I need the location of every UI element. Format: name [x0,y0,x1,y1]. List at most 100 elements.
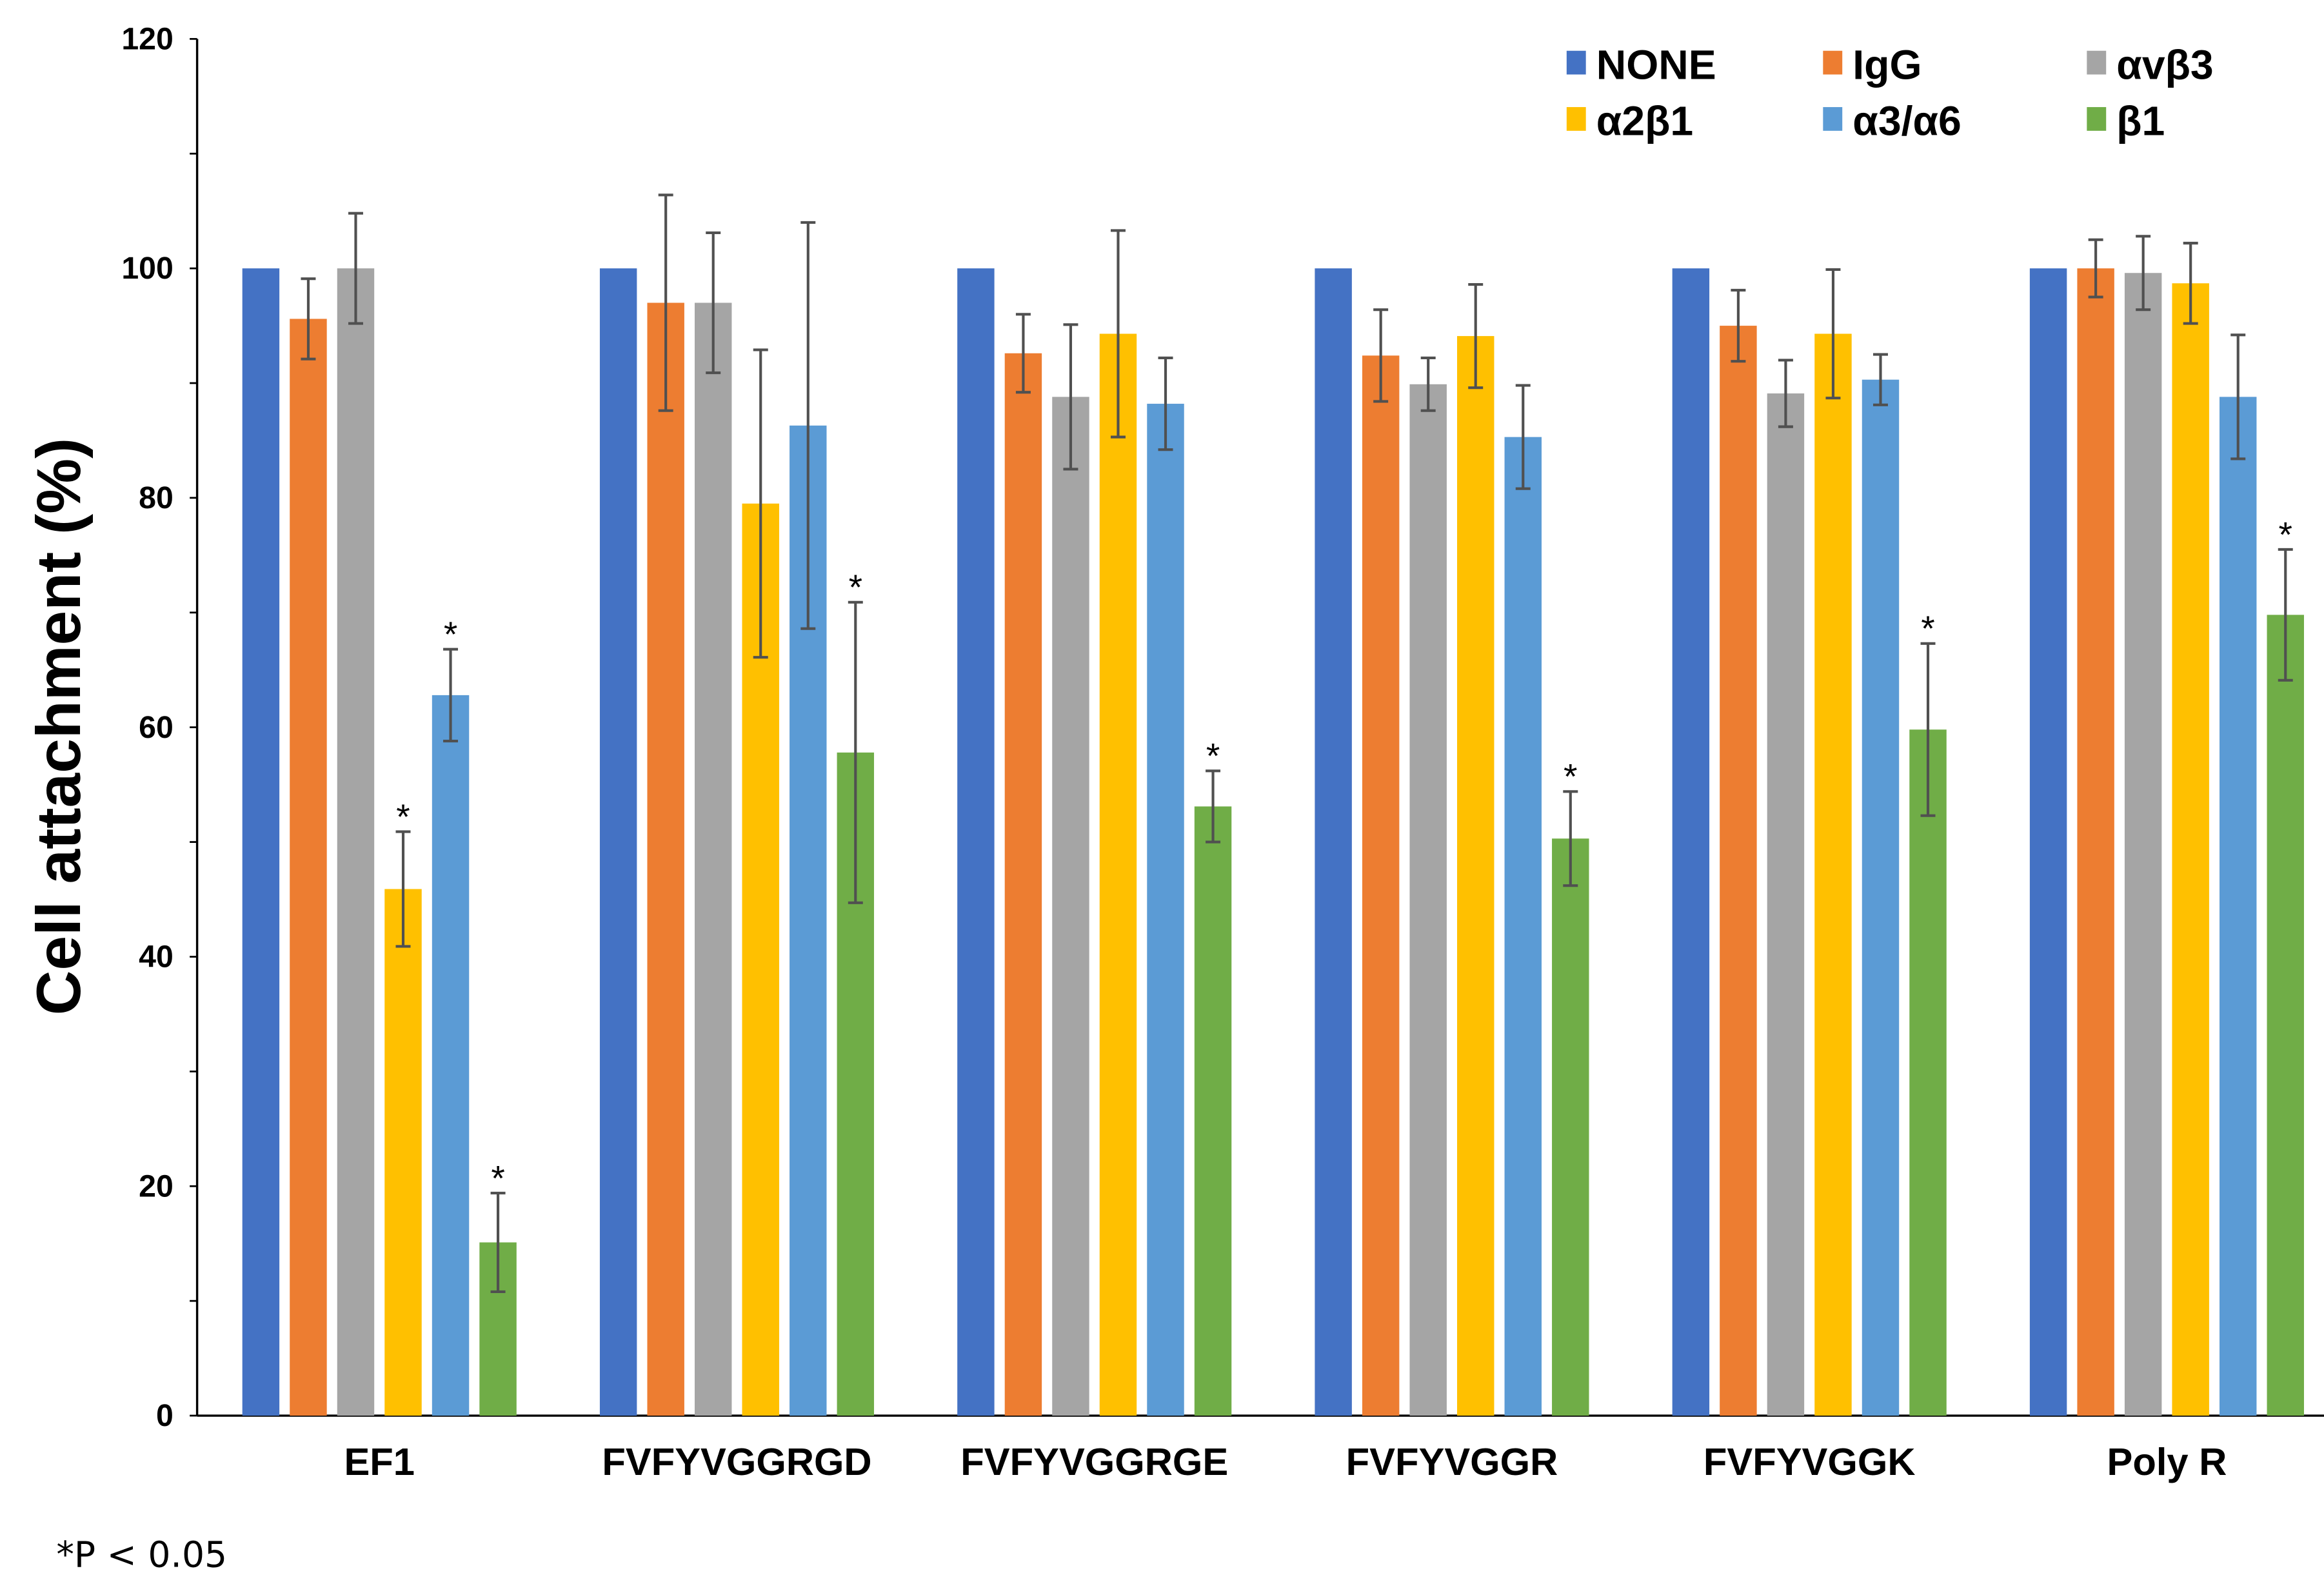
bar [337,268,375,1416]
significance-marker: * [2279,514,2292,554]
significance-marker: * [491,1158,504,1198]
error-bar [1158,356,1173,451]
footnote: *P < 0.05 [56,1534,227,1576]
bar [1909,729,1947,1416]
significance-marker: * [1921,608,1934,648]
bar [1552,838,1589,1416]
bar [1147,404,1184,1416]
legend-swatch [2087,107,2107,131]
bar [2172,283,2209,1416]
y-tick-label: 80 [139,480,174,515]
axes: 0 20 40 60 80 100 120 EF1 FVFYVGGRGD FVFYVGGRGE FV… [121,21,2324,1483]
bar [432,695,470,1416]
bar [1052,397,1089,1416]
significance-marker: * [444,614,457,654]
error-bar [2278,548,2293,682]
legend-label: α3/α6 [1852,98,1961,144]
bar [384,889,422,1416]
error-bar [848,600,863,904]
y-tick-label: 40 [139,940,174,974]
legend-swatch [1823,107,1843,131]
significance-marker: * [849,567,862,607]
y-tick-label: 20 [139,1169,174,1203]
significance-marker: * [396,796,410,836]
legend-label: αvβ3 [2116,41,2213,88]
error-bar [706,231,721,375]
bar [1409,384,1447,1416]
x-tick-label: EF1 [344,1440,415,1483]
bar [1720,326,1757,1416]
bar [694,302,732,1416]
legend-label: β1 [2116,98,2165,144]
error-bar [1468,282,1484,390]
bar [647,302,684,1416]
error-bar [1206,769,1221,844]
x-tick-label: FVFYVGGK [1703,1440,1916,1483]
legend: NONE IgG αvβ3 α2β1 α3/α6 β1 [1566,41,2214,144]
y-tick-label: 100 [121,251,174,286]
error-bar [1778,359,1793,428]
error-bar [1373,308,1389,403]
bar [1004,353,1042,1416]
bar [1315,268,1352,1416]
bar [1362,355,1400,1416]
bar [2077,268,2114,1416]
error-bar [753,348,768,659]
error-bar [1515,384,1531,490]
x-tick-label: FVFYVGGRGE [960,1440,1228,1483]
legend-swatch [1823,50,1843,75]
x-tick-label: FVFYVGGRGD [602,1440,871,1483]
bar [1862,379,1900,1416]
y-tick-label: 0 [156,1398,174,1433]
bar [1456,336,1495,1416]
bar [242,268,280,1416]
error-bar [2230,333,2246,460]
error-bar [1063,323,1078,471]
error-bar [2136,235,2151,311]
legend-label: NONE [1596,41,1716,88]
error-bar [1015,313,1031,394]
error-bar [1731,288,1746,363]
bar [2220,397,2257,1416]
legend-swatch [1566,107,1586,131]
bars: * * * * * * * * [242,193,2304,1416]
legend-swatch [2087,50,2107,75]
error-bar [658,193,673,412]
bar [1194,806,1232,1416]
error-bar [1110,229,1126,439]
error-bar [443,648,459,743]
bar [1767,393,1805,1416]
bar [290,319,327,1416]
legend-swatch [1566,50,1586,75]
error-bar [2183,241,2198,325]
error-bar [1872,353,1888,406]
x-tick-label: FVFYVGGR [1346,1440,1558,1483]
y-axis-label: Cell attachment (%) [25,438,94,1015]
bar [1814,333,1852,1416]
error-bar [1825,268,1841,400]
significance-marker: * [1564,756,1577,796]
error-bar [800,221,816,630]
error-bar [301,277,316,361]
error-bar [1420,356,1436,412]
legend-label: IgG [1852,41,1922,88]
y-tick-label: 120 [121,21,174,56]
bar [2267,615,2304,1416]
bar [599,268,637,1416]
bar [1672,268,1710,1416]
error-bar [395,830,411,948]
x-tick-label: Poly R [2107,1440,2227,1483]
legend-label: α2β1 [1596,98,1693,144]
bar [957,268,995,1416]
error-bar [2088,238,2103,299]
y-tick-label: 60 [139,710,174,745]
bar [2124,273,2162,1416]
error-bar [1920,642,1936,817]
significance-marker: * [1206,736,1220,776]
bar [1504,437,1542,1416]
error-bar [490,1191,506,1293]
error-bar [1563,790,1578,887]
bar [2029,268,2067,1416]
bar [1099,333,1137,1416]
